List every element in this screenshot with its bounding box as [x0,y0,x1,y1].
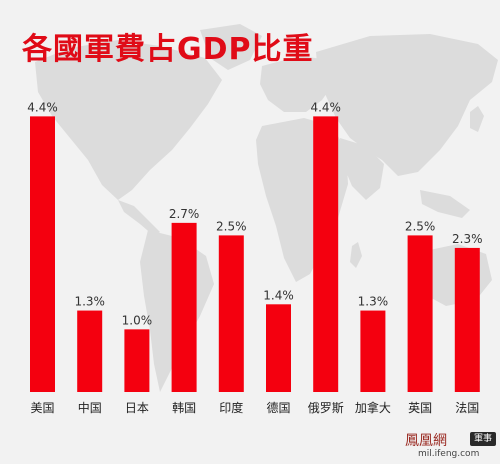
category-label-2: 日本 [125,401,149,415]
category-label-0: 美国 [30,401,54,415]
category-label-9: 法国 [455,401,479,415]
bar-1 [77,310,103,392]
category-label-4: 印度 [219,400,243,415]
bar-8 [407,235,433,392]
bar-7 [360,310,386,392]
data-label-0: 4.4% [27,100,58,114]
category-label-3: 韩国 [172,400,196,415]
category-label-7: 加拿大 [355,400,391,415]
bar-2 [124,329,150,392]
data-label-8: 2.5% [405,219,436,233]
bar-6 [313,116,339,393]
data-label-4: 2.5% [216,219,247,233]
bar-9 [454,247,480,392]
bar-4 [218,235,244,392]
chart-title: 各國軍費占GDP比重 [22,32,314,67]
bar-5 [266,304,291,392]
category-label-8: 英国 [408,401,432,415]
data-label-1: 1.3% [74,295,105,309]
data-label-3: 2.7% [169,207,200,221]
data-label-5: 1.4% [263,288,294,302]
watermark-brand: 鳳凰網 [405,433,447,449]
category-label-1: 中国 [78,400,102,415]
watermark-url: mil.ifeng.com [418,449,480,459]
data-label-2: 1.0% [122,313,153,327]
data-label-7: 1.3% [358,295,389,309]
data-label-9: 2.3% [452,232,483,246]
data-label-6: 4.4% [310,100,341,114]
bar-0 [30,116,55,393]
category-label-5: 德国 [266,400,290,415]
bar-3 [171,222,197,392]
category-label-6: 俄罗斯 [308,401,344,415]
watermark-badge: 軍事 [470,432,496,446]
bar-series: 4.4% 美国 1.3% 中国 1.0% 日本 2.7% 韩国 2.5% 印度 1.4% 德国 4.4%… [27,100,482,415]
